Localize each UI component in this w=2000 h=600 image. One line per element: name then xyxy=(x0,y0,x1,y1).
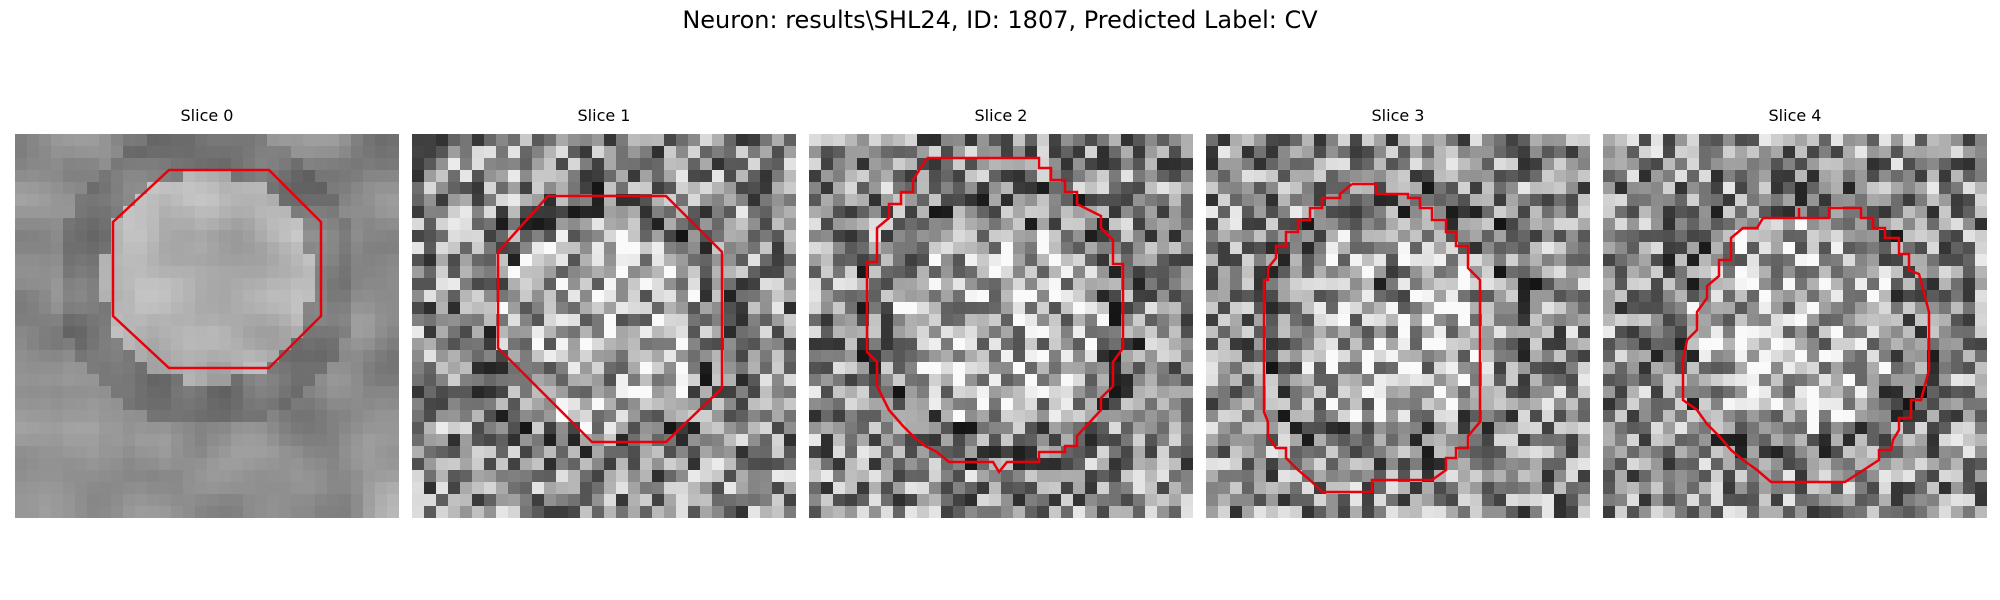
slice-contour-overlay-3 xyxy=(1262,182,1482,494)
slice-grayscale-image-3 xyxy=(1206,134,1590,518)
slice-title-2: Slice 2 xyxy=(974,106,1028,125)
figure-title: Neuron: results\SHL24, ID: 1807, Predict… xyxy=(682,6,1318,34)
roi-contour-1 xyxy=(496,194,724,444)
slice-panel-3: Slice 3 xyxy=(1206,106,1590,518)
slice-title-4: Slice 4 xyxy=(1768,106,1822,125)
slice-title-1: Slice 1 xyxy=(577,106,631,125)
slice-grayscale-image-0 xyxy=(15,134,399,518)
slice-grayscale-image-2 xyxy=(809,134,1193,518)
slice-title-3: Slice 3 xyxy=(1371,106,1425,125)
slice-image-1 xyxy=(412,134,796,518)
roi-contour-2 xyxy=(865,156,1125,475)
roi-contour-3 xyxy=(1262,182,1482,494)
slice-title-0: Slice 0 xyxy=(180,106,234,125)
roi-contour-0 xyxy=(111,168,323,370)
roi-contour-4 xyxy=(1681,206,1931,484)
slice-grayscale-image-4 xyxy=(1603,134,1987,518)
slice-panel-2: Slice 2 xyxy=(809,106,1193,518)
slice-contour-overlay-4 xyxy=(1681,206,1931,484)
slice-contour-overlay-2 xyxy=(865,156,1125,475)
slice-image-0 xyxy=(15,134,399,518)
slice-grayscale-image-1 xyxy=(412,134,796,518)
slice-image-3 xyxy=(1206,134,1590,518)
slice-image-2 xyxy=(809,134,1193,518)
slice-image-4 xyxy=(1603,134,1987,518)
slice-panel-4: Slice 4 xyxy=(1603,106,1987,518)
slice-panel-1: Slice 1 xyxy=(412,106,796,518)
slice-contour-overlay-1 xyxy=(496,194,724,444)
slice-panel-0: Slice 0 xyxy=(15,106,399,518)
slice-contour-overlay-0 xyxy=(111,168,323,370)
